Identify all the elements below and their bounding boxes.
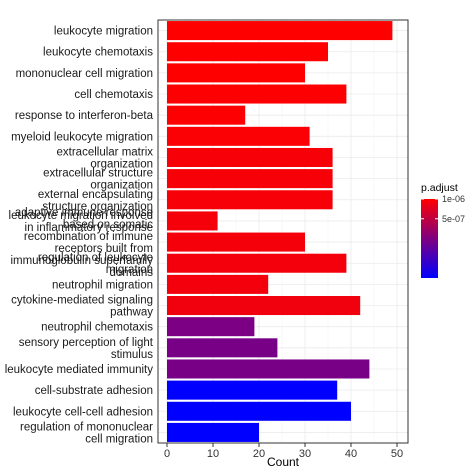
category-label: extracellular matrix organization (57, 146, 154, 170)
bar (167, 63, 305, 83)
bar (167, 147, 333, 167)
category-label: cell chemotaxis (74, 89, 153, 101)
plot-panel-background (158, 20, 408, 443)
category-label: myeloid leukocyte migration (11, 131, 153, 143)
category-label: regulation of leukocyte migration (38, 252, 153, 276)
legend-colorbar (421, 199, 438, 278)
category-labels: leukocyte migration leukocyte chemotaxis m… (5, 26, 154, 446)
category-label: adaptive immune response based on somatic… (10, 207, 153, 279)
category-label: regulation of mononuclear cell migration (20, 421, 153, 445)
bar (167, 84, 347, 104)
x-tick-label: 50 (391, 448, 403, 460)
category-label: cell-substrate adhesion (35, 385, 153, 397)
category-label: leukocyte chemotaxis (43, 47, 153, 59)
category-label: leukocyte mediated immunity (5, 364, 154, 376)
category-label: cytokine-mediated signaling pathway (11, 295, 153, 319)
legend-ticks: 5e-07 1e-06 (421, 194, 465, 224)
legend-tick-label: 1e-06 (442, 194, 465, 204)
plot-panel-border (157, 19, 409, 444)
bar (167, 169, 333, 189)
category-label: external encapsulating structure organiza… (38, 189, 153, 213)
bar (167, 359, 370, 379)
legend-tick-label: 5e-07 (442, 214, 465, 224)
bar (167, 105, 246, 125)
bar (167, 338, 278, 358)
x-axis-ticks: 0 10 20 30 40 50 (164, 443, 403, 460)
x-tick-label: 0 (164, 448, 170, 460)
bar (167, 211, 218, 231)
category-label: extracellular structure organization (43, 168, 153, 192)
category-label: neutrophil migration (52, 279, 153, 291)
bars-group (167, 21, 393, 442)
category-label: response to interferon-beta (15, 110, 154, 122)
x-tick-label: 10 (207, 448, 219, 460)
category-label: neutrophil chemotaxis (41, 322, 153, 334)
category-label: leukocyte migration (54, 26, 153, 38)
category-label: leukocyte migration involved in inflammat… (9, 210, 153, 234)
bar (167, 42, 328, 62)
bar (167, 232, 305, 252)
bar (167, 126, 310, 146)
x-tick-label: 40 (345, 448, 357, 460)
bar (167, 190, 333, 210)
bar (167, 317, 255, 337)
x-axis-title: Count (267, 455, 300, 469)
legend: p.adjust 5e-07 1e-06 (421, 182, 465, 278)
legend-title: p.adjust (421, 182, 458, 194)
category-label: mononuclear cell migration (16, 68, 153, 80)
bar (167, 274, 269, 294)
bar (167, 296, 361, 316)
bar (167, 380, 338, 400)
category-label: sensory perception of light stimulus (19, 337, 154, 361)
bar (167, 401, 351, 421)
bar (167, 21, 393, 41)
bar (167, 253, 347, 273)
category-label: leukocyte cell-cell adhesion (13, 406, 153, 418)
x-tick-label: 20 (253, 448, 265, 460)
bar (167, 422, 259, 442)
x-tick-label: 30 (299, 448, 311, 460)
